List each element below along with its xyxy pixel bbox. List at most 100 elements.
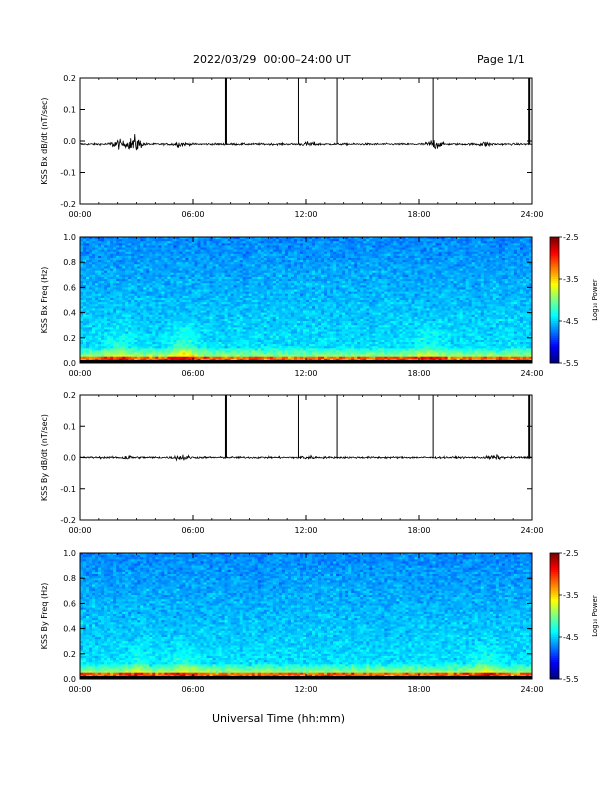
bx-spectrogram-cell bbox=[131, 306, 135, 309]
bx-spectrogram-cell bbox=[173, 344, 177, 347]
bx-spectrogram-cell bbox=[125, 352, 129, 355]
bx-spectrogram-cell bbox=[173, 337, 177, 341]
bx-spectrogram-cell bbox=[173, 356, 177, 360]
bx-spectrogram-cell bbox=[176, 295, 180, 299]
bx-spectrogram-cell bbox=[128, 258, 132, 261]
bx-spectrogram-cell bbox=[119, 310, 123, 313]
bx-spectrogram-cell bbox=[122, 331, 126, 334]
bx-series-ytick-label: -0.2 bbox=[60, 200, 76, 209]
bx-spectrogram-cell bbox=[161, 293, 165, 297]
bx-spectrogram-cell bbox=[89, 339, 93, 343]
bx-spectrogram-cell bbox=[83, 289, 87, 292]
bx-spectrogram-cell bbox=[110, 323, 114, 326]
bx-spectrogram-cell bbox=[113, 291, 117, 295]
bx-spectrogram-cell bbox=[149, 281, 153, 284]
bx-spectrogram-cell bbox=[86, 352, 90, 355]
bx-spectrogram-cell bbox=[104, 258, 108, 261]
bx-spectrogram-cell bbox=[164, 342, 168, 345]
bx-spectrogram-cell bbox=[116, 241, 120, 244]
bx-spectrogram-cell bbox=[173, 253, 177, 257]
bx-spectrogram-cell bbox=[182, 354, 186, 358]
bx-spectrogram-cell bbox=[125, 323, 129, 326]
bx-spectrogram-cell bbox=[167, 302, 171, 305]
bx-spectrogram-cell bbox=[170, 308, 174, 311]
bx-spectrogram-cell bbox=[137, 321, 141, 324]
bx-spectrogram-cell bbox=[164, 239, 168, 242]
bx-spectrogram-cell bbox=[164, 268, 168, 271]
bx-spectrogram-cell bbox=[149, 302, 153, 305]
bx-spectrogram-cell bbox=[101, 354, 105, 358]
bx-spectrogram-cell bbox=[158, 308, 162, 311]
bx-spectrogram-cell bbox=[107, 346, 111, 349]
bx-spectrogram-cell bbox=[122, 270, 126, 274]
bx-spectrogram-cell bbox=[92, 237, 96, 240]
bx-spectrogram-cell bbox=[146, 354, 150, 358]
bx-spectrogram-cell bbox=[128, 243, 132, 246]
bx-spectrogram-cell bbox=[140, 310, 144, 313]
bx-spectrogram-cell bbox=[122, 335, 126, 339]
bx-spectrogram-cell bbox=[83, 258, 87, 261]
bx-spectrogram-cell bbox=[122, 253, 126, 257]
bx-spectrogram-cell bbox=[92, 274, 96, 278]
bx-spectrogram-cell bbox=[173, 327, 177, 330]
bx-spectrogram-cell bbox=[128, 262, 132, 265]
bx-spectrogram-cell bbox=[185, 255, 189, 259]
bx-spectrogram-cell bbox=[152, 344, 156, 347]
bx-spectrogram-cell bbox=[131, 245, 135, 248]
bx-spectrogram-cell bbox=[107, 354, 111, 358]
bx-spectrogram-cell bbox=[146, 333, 150, 337]
bx-spectrogram-cell bbox=[83, 302, 87, 305]
bx-spectrogram-cell bbox=[179, 285, 183, 288]
bx-spectrogram-cell bbox=[149, 287, 153, 290]
bx-spectrogram-cell bbox=[101, 283, 105, 286]
bx-spectrogram-cell bbox=[173, 348, 177, 351]
bx-spectrogram-cell bbox=[167, 356, 171, 360]
bx-spectrogram-cell bbox=[170, 329, 174, 332]
bx-spectrogram-cell bbox=[164, 249, 168, 253]
bx-spectrogram-cell bbox=[116, 306, 120, 309]
bx-series-xtick-label: 18:00 bbox=[407, 210, 430, 219]
bx-spectrogram-cell bbox=[122, 318, 126, 322]
bx-spectrogram-cell bbox=[161, 329, 165, 332]
bx-spectrogram-cell bbox=[170, 279, 174, 282]
bx-spectrogram-cell bbox=[176, 352, 180, 355]
bx-spectrogram-cell bbox=[80, 289, 84, 292]
bx-spectrogram-cell bbox=[158, 300, 162, 303]
bx-spectrogram-cell bbox=[149, 329, 153, 332]
bx-spectrogram-cell bbox=[167, 258, 171, 261]
bx-spectrogram-cell bbox=[122, 356, 126, 360]
bx-spectrogram-cell bbox=[170, 287, 174, 290]
bx-spectrogram-cell bbox=[161, 287, 165, 290]
bx-spectrogram-cell bbox=[128, 333, 132, 337]
bx-spectrogram-cell bbox=[98, 264, 102, 267]
bx-spectrogram-cell bbox=[152, 287, 156, 290]
bx-spectrogram-cell bbox=[113, 241, 117, 244]
bx-spectrogram-cell bbox=[131, 287, 135, 290]
bx-spectrogram-cell bbox=[122, 285, 126, 288]
bx-spectrogram-cell bbox=[107, 327, 111, 330]
bx-spectrogram-cell bbox=[152, 297, 156, 301]
bx-spectrogram-cell bbox=[89, 304, 93, 307]
bx-spectrogram-cell bbox=[119, 354, 123, 358]
bx-spectrogram-cell bbox=[182, 342, 186, 345]
bx-spectrogram-cell bbox=[101, 321, 105, 324]
bx-spectrogram-cell bbox=[128, 323, 132, 326]
bx-spectrogram-cell bbox=[95, 329, 99, 332]
bx-spectrogram-cell bbox=[131, 262, 135, 265]
bx-spectrogram-cell bbox=[128, 310, 132, 313]
bx-spectrogram-cell bbox=[113, 329, 117, 332]
bx-spectrogram-cell bbox=[152, 283, 156, 286]
bx-spectrogram-cell bbox=[86, 304, 90, 307]
bx-spectrogram-cell bbox=[116, 302, 120, 305]
bx-spectrogram-cell bbox=[146, 329, 150, 332]
bx-spectrogram-cell bbox=[173, 354, 177, 358]
bx-spectrogram-cell bbox=[155, 279, 159, 282]
bx-spectrogram-cell bbox=[98, 312, 102, 316]
bx-spectrogram-cell bbox=[83, 331, 87, 334]
bx-spectrogram-cell bbox=[146, 325, 150, 328]
bx-spectrogram-cell bbox=[92, 321, 96, 324]
bx-spectrogram-cell bbox=[110, 295, 114, 299]
bx-spectrogram-cell bbox=[83, 247, 87, 250]
bx-spectrogram-cell bbox=[119, 268, 123, 271]
bx-spectrogram-cell bbox=[155, 331, 159, 334]
